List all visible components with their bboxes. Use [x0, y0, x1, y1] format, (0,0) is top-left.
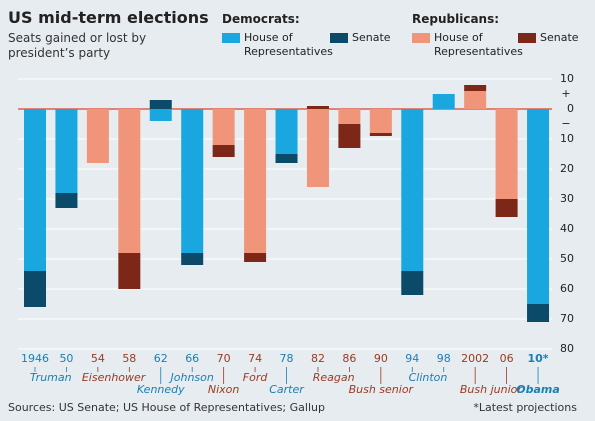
y-tick-label: 60 — [560, 282, 574, 295]
president-label: Truman — [30, 371, 72, 384]
subtitle: Seats gained or lost by president’s part… — [8, 31, 147, 60]
bar-house — [401, 109, 424, 271]
y-tick-label: 50 — [560, 252, 574, 265]
bar-senate — [401, 271, 424, 295]
president-label: Reagan — [313, 371, 355, 384]
legend-label: House of Representatives — [434, 31, 523, 58]
y-tick-label: 0 — [567, 102, 574, 115]
president-label: Johnson — [169, 371, 214, 384]
bar-senate — [369, 133, 392, 136]
legend-swatch — [518, 33, 536, 43]
x-tick-label: 06 — [500, 352, 514, 365]
bar-house — [55, 109, 78, 193]
bar-house — [86, 109, 109, 163]
bar-senate — [464, 85, 487, 91]
bar-house — [306, 109, 329, 187]
bar-senate — [149, 100, 172, 109]
note: *Latest projections — [473, 401, 577, 414]
bar-senate — [212, 145, 235, 157]
bar-house — [181, 109, 204, 253]
bar-senate — [338, 124, 361, 148]
x-tick-label: 78 — [280, 352, 294, 365]
president-label: Kennedy — [137, 383, 185, 396]
president-label: Carter — [269, 383, 305, 396]
president-label: Nixon — [208, 383, 240, 396]
x-tick-label: 54 — [91, 352, 105, 365]
president-label: Eisenhower — [82, 371, 147, 384]
legend-swatch — [330, 33, 348, 43]
x-tick-label: 70 — [217, 352, 231, 365]
x-tick-label: 94 — [405, 352, 419, 365]
bar-house — [495, 109, 518, 199]
x-tick-label: 74 — [248, 352, 262, 365]
y-tick-label: 30 — [560, 192, 574, 205]
legend-label: House of Representatives — [244, 31, 333, 58]
source: Sources: US Senate; US House of Represen… — [8, 401, 325, 414]
president-label: Ford — [243, 371, 269, 384]
x-tick-label: 66 — [185, 352, 199, 365]
bar-senate — [306, 106, 329, 109]
x-tick-label: 10* — [528, 352, 549, 365]
bar-house — [464, 91, 487, 109]
bar-senate — [24, 271, 46, 307]
x-tick-label: 62 — [154, 352, 168, 365]
bar-house — [338, 109, 361, 124]
y-sign: + — [561, 87, 570, 100]
x-tick-label: 2002 — [461, 352, 489, 365]
bar-house — [212, 109, 235, 145]
legend-group: Republicans: — [412, 12, 500, 26]
y-tick-label: 10 — [560, 72, 574, 85]
president-label: Bush junior — [460, 383, 524, 396]
y-tick-label: 20 — [560, 162, 574, 175]
bar-house — [149, 109, 172, 121]
bar-senate — [275, 154, 298, 163]
bar-senate — [55, 193, 78, 208]
bar-house — [275, 109, 298, 154]
bar-senate — [181, 253, 204, 265]
bar-house — [527, 109, 550, 304]
y-tick-label: 40 — [560, 222, 574, 235]
legend-swatch — [412, 33, 430, 43]
president-label: Obama — [516, 383, 560, 396]
x-tick-label: 86 — [342, 352, 356, 365]
y-tick-label: 80 — [560, 342, 574, 355]
president-label: Bush senior — [349, 383, 415, 396]
bar-senate — [244, 253, 267, 262]
bar-house — [432, 94, 455, 109]
bar-house — [244, 109, 267, 253]
bar-senate — [495, 199, 518, 217]
bar-house — [118, 109, 141, 253]
president-label: Clinton — [409, 371, 448, 384]
y-sign: − — [561, 117, 570, 130]
x-tick-label: 1946 — [21, 352, 49, 365]
x-tick-label: 58 — [122, 352, 136, 365]
bar-senate — [527, 304, 550, 322]
bar-house — [369, 109, 392, 133]
x-tick-label: 50 — [59, 352, 73, 365]
x-tick-label: 90 — [374, 352, 388, 365]
y-tick-label: 10 — [560, 132, 574, 145]
legend-label: Senate — [352, 31, 391, 44]
chart-title: US mid-term elections — [8, 8, 209, 27]
legend-label: Senate — [540, 31, 579, 44]
bar-senate — [118, 253, 141, 289]
bar-house — [24, 109, 46, 271]
legend-swatch — [222, 33, 240, 43]
x-tick-label: 82 — [311, 352, 325, 365]
x-tick-label: 98 — [437, 352, 451, 365]
legend-group: Democrats: — [222, 12, 300, 26]
y-tick-label: 70 — [560, 312, 574, 325]
